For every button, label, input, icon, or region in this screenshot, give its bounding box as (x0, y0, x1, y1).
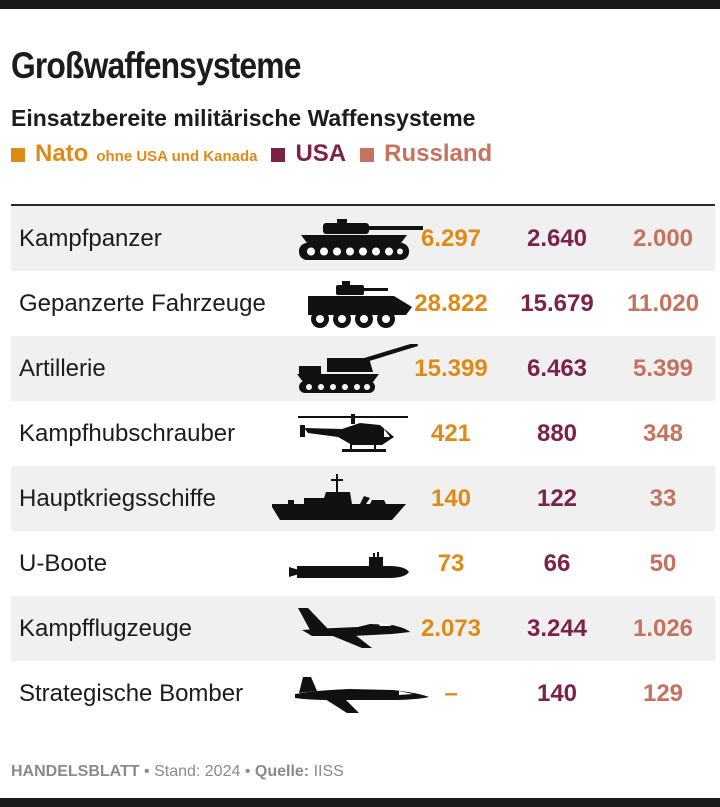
top-bar (0, 0, 720, 9)
legend-swatch-russland (360, 148, 375, 162)
table-row: Kampfpanzer 6.297 2.640 2.000 (11, 206, 715, 271)
footer-separator-2: • (240, 763, 255, 780)
submarine-icon (281, 539, 421, 589)
value-nato: 140 (430, 485, 472, 512)
value-russland: 11.020 (626, 290, 700, 317)
legend-label-russland: Russland (384, 140, 493, 167)
table-row: Strategische Bomber – 140 129 (11, 661, 715, 726)
value-nato: – (444, 680, 458, 707)
value-nato: 2.073 (420, 615, 482, 642)
value-usa: 140 (536, 680, 578, 707)
value-nato: 15.399 (414, 355, 488, 382)
row-label: U-Boote (19, 550, 108, 577)
row-label: Hauptkriegsschiffe (19, 485, 216, 512)
row-label: Kampfhubschrauber (19, 420, 236, 447)
value-russland: 5.399 (632, 355, 694, 382)
legend-swatch-nato (11, 148, 25, 162)
footer-source-label: Quelle: (254, 763, 310, 780)
footer: HANDELSBLATT • Stand: 2024 • Quelle: IIS… (11, 763, 344, 781)
value-usa: 880 (536, 420, 578, 447)
table-row: Artillerie 15.399 6.463 5.399 (11, 336, 715, 401)
row-label: Kampfpanzer (19, 225, 162, 252)
value-nato: 28.822 (414, 290, 488, 317)
footer-source: IISS (313, 763, 344, 780)
value-nato: 421 (430, 420, 472, 447)
legend-item-usa: USA (271, 140, 346, 168)
chart-title: Großwaffensysteme (11, 45, 301, 86)
infographic-card: Großwaffensysteme Einsatzbereite militär… (0, 9, 720, 798)
table-row: U-Boote 73 66 50 (11, 531, 715, 596)
value-russland: 348 (642, 420, 684, 447)
table-row: Kampfflugzeuge 2.073 3.244 1.026 (11, 596, 715, 661)
legend-swatch-usa (271, 148, 286, 162)
helicopter-icon (286, 409, 426, 459)
legend-item-nato: Nato ohne USA und Kanada (11, 140, 257, 168)
value-russland: 1.026 (632, 615, 694, 642)
chart-subtitle: Einsatzbereite militärische Waffensystem… (11, 105, 476, 131)
row-label: Gepanzerte Fahrzeuge (19, 290, 266, 317)
footer-stand: Stand: 2024 (154, 763, 241, 780)
tank-icon (291, 214, 431, 264)
legend-label-usa: USA (295, 140, 347, 167)
table-row: Kampfhubschrauber 421 880 348 (11, 401, 715, 466)
value-russland: 2.000 (632, 225, 694, 252)
footer-brand: HANDELSBLATT (11, 763, 140, 780)
value-usa: 15.679 (520, 290, 594, 317)
artillery-icon (287, 342, 427, 394)
value-russland: 33 (649, 485, 677, 512)
legend-label-nato: Nato (35, 140, 89, 167)
value-usa: 6.463 (526, 355, 588, 382)
value-nato: 6.297 (420, 225, 482, 252)
bomber-icon (289, 669, 429, 719)
row-label: Artillerie (19, 355, 106, 382)
value-usa: 2.640 (526, 225, 588, 252)
legend: Nato ohne USA und Kanada USA Russland (11, 139, 506, 169)
warship-icon (268, 474, 408, 524)
row-label: Strategische Bomber (19, 680, 244, 707)
fighter-jet-icon (288, 604, 428, 654)
value-russland: 129 (642, 680, 684, 707)
value-usa: 3.244 (526, 615, 588, 642)
table-divider (11, 204, 715, 206)
weapons-table: Kampfpanzer 6.297 2.640 2.000 Gepanzerte Fah… (11, 206, 715, 726)
legend-item-russland: Russland (360, 140, 492, 168)
value-usa: 122 (536, 485, 578, 512)
table-row: Hauptkriegsschiffe 140 122 33 (11, 466, 715, 531)
footer-separator-1: • (139, 763, 155, 780)
value-nato: 73 (437, 550, 465, 577)
value-usa: 66 (543, 550, 571, 577)
value-russland: 50 (649, 550, 677, 577)
table-row: Gepanzerte Fahrzeuge 28.822 15.679 11.020 (11, 271, 715, 336)
bottom-bar (0, 798, 720, 807)
armored-vehicle-icon (294, 279, 434, 329)
legend-note-nato: ohne USA und Kanada (96, 148, 258, 165)
row-label: Kampfflugzeuge (19, 615, 193, 642)
